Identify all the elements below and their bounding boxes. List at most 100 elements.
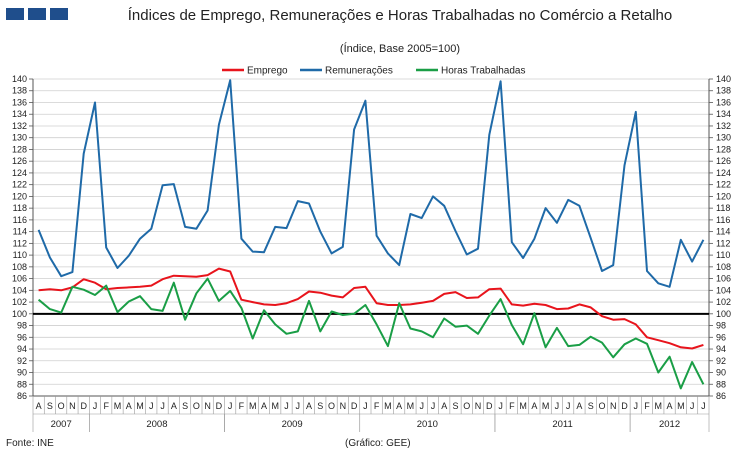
y-tick-label-right: 120: [716, 191, 731, 201]
x-month-label: S: [452, 401, 458, 411]
x-month-label: A: [576, 401, 582, 411]
x-month-label: O: [328, 401, 335, 411]
x-month-label: O: [193, 401, 200, 411]
y-tick-label-right: 112: [716, 238, 730, 248]
x-month-label: A: [441, 401, 447, 411]
y-tick-label-left: 118: [13, 203, 27, 213]
y-tick-label-left: 136: [12, 97, 27, 107]
y-tick-label-right: 104: [716, 285, 731, 295]
y-tick-label-right: 138: [716, 86, 731, 96]
y-tick-label-right: 100: [716, 309, 731, 319]
x-month-label: J: [149, 401, 154, 411]
y-tick-label-right: 140: [716, 74, 731, 84]
x-month-label: A: [171, 401, 177, 411]
logo-square: [50, 8, 68, 20]
y-tick-label-right: 114: [716, 227, 730, 237]
y-tick-label-left: 122: [12, 180, 27, 190]
x-month-label: J: [419, 401, 424, 411]
y-tick-label-left: 102: [12, 297, 27, 307]
y-tick-label-right: 90: [716, 368, 726, 378]
x-month-label: D: [351, 401, 358, 411]
logo-square: [6, 8, 24, 20]
x-month-label: J: [296, 401, 301, 411]
x-month-label: M: [407, 401, 415, 411]
y-tick-label-left: 108: [12, 262, 27, 272]
y-tick-label-left: 126: [12, 156, 27, 166]
x-month-label: O: [58, 401, 65, 411]
x-month-label: M: [542, 401, 550, 411]
x-month-label: J: [93, 401, 98, 411]
x-month-label: N: [340, 401, 347, 411]
x-year-label: 2010: [417, 419, 438, 430]
x-month-label: M: [677, 401, 685, 411]
y-tick-label-left: 90: [17, 368, 27, 378]
y-tick-label-right: 108: [716, 262, 731, 272]
source-note: Fonte: INE: [6, 438, 54, 449]
y-tick-label-left: 120: [12, 191, 27, 201]
x-month-label: J: [634, 401, 639, 411]
y-tick-label-left: 128: [12, 144, 27, 154]
y-tick-label-left: 98: [17, 321, 27, 331]
y-tick-label-right: 98: [716, 321, 726, 331]
chart-credit: (Gráfico: GEE): [345, 438, 411, 449]
x-month-label: A: [306, 401, 312, 411]
x-year-label: 2012: [659, 419, 680, 430]
x-month-label: J: [284, 401, 289, 411]
y-tick-label-left: 130: [12, 133, 27, 143]
x-month-label: J: [701, 401, 706, 411]
y-tick-label-right: 124: [716, 168, 731, 178]
y-tick-label-right: 110: [716, 250, 730, 260]
y-tick-label-right: 134: [716, 109, 731, 119]
y-tick-label-right: 94: [716, 344, 726, 354]
x-month-label: F: [509, 401, 515, 411]
y-tick-label-left: 132: [12, 121, 27, 131]
x-year-label: 2009: [282, 419, 303, 430]
x-month-label: J: [498, 401, 503, 411]
x-month-label: F: [374, 401, 380, 411]
y-tick-label-right: 116: [716, 215, 730, 225]
y-tick-label-left: 106: [12, 274, 27, 284]
x-month-label: F: [644, 401, 650, 411]
y-tick-label-left: 138: [12, 86, 27, 96]
y-tick-label-left: 116: [13, 215, 27, 225]
y-tick-label-right: 92: [716, 356, 726, 366]
x-year-label: 2008: [146, 419, 167, 430]
x-month-label: F: [103, 401, 109, 411]
x-month-label: M: [114, 401, 122, 411]
x-month-label: S: [182, 401, 188, 411]
x-month-label: J: [160, 401, 165, 411]
x-month-label: D: [80, 401, 87, 411]
x-month-label: M: [655, 401, 663, 411]
y-tick-label-left: 100: [12, 309, 27, 319]
x-month-label: J: [431, 401, 436, 411]
x-month-label: N: [610, 401, 617, 411]
x-month-label: M: [136, 401, 144, 411]
x-month-label: S: [588, 401, 594, 411]
x-year-label: 2007: [51, 419, 72, 430]
y-tick-label-left: 134: [12, 109, 27, 119]
x-month-label: D: [621, 401, 628, 411]
x-month-label: J: [690, 401, 695, 411]
x-month-label: A: [531, 401, 537, 411]
y-tick-label-left: 94: [17, 344, 27, 354]
series-line-emprego: [38, 267, 704, 350]
y-tick-label-right: 96: [716, 332, 726, 342]
x-month-label: O: [463, 401, 470, 411]
series-line-remunerações: [37, 79, 705, 288]
x-month-label: J: [555, 401, 560, 411]
x-month-label: A: [667, 401, 673, 411]
x-month-label: M: [249, 401, 257, 411]
y-tick-label-right: 132: [716, 121, 731, 131]
logo-square: [28, 8, 46, 20]
y-tick-label-left: 96: [17, 332, 27, 342]
y-tick-label-left: 140: [12, 74, 27, 84]
x-month-label: A: [396, 401, 402, 411]
x-month-label: A: [126, 401, 132, 411]
x-month-label: J: [228, 401, 233, 411]
y-tick-label-right: 122: [716, 180, 731, 190]
legend-label: Emprego: [247, 66, 288, 77]
y-tick-label-right: 88: [716, 379, 726, 389]
x-month-label: S: [317, 401, 323, 411]
y-tick-label-left: 124: [12, 168, 27, 178]
